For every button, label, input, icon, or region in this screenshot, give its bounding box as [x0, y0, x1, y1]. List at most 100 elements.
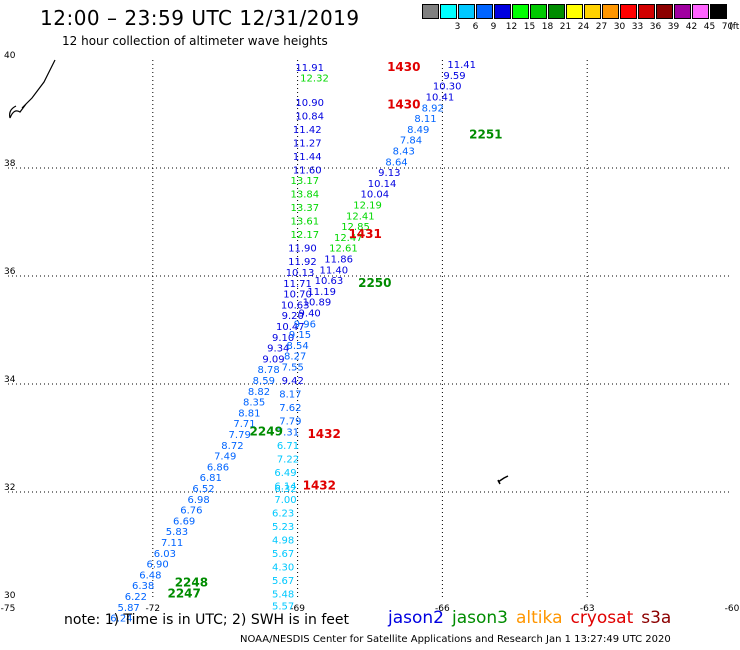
wave-height-value: 9.40: [299, 309, 321, 320]
satellite-name: jason3: [452, 608, 508, 628]
wave-height-value: 13.17: [291, 176, 320, 187]
lon-tick-label: -60: [725, 604, 740, 614]
wave-height-value: 5.83: [166, 527, 188, 538]
wave-height-value: 8.17: [279, 390, 301, 401]
lon-tick-label: -75: [1, 604, 16, 614]
legend-label: 21: [559, 22, 572, 32]
wave-height-value: 10.84: [295, 111, 324, 122]
wave-height-value: 7.49: [214, 452, 236, 463]
legend-swatch: [620, 4, 637, 19]
legend-label: 24: [577, 22, 590, 32]
page-title: 12:00 – 23:59 UTC 12/31/2019: [40, 6, 360, 30]
wave-height-value: 8.78: [258, 365, 280, 376]
legend-swatch: [584, 4, 601, 19]
legend-label: 42: [685, 22, 698, 32]
wave-height-value: 13.37: [291, 203, 320, 214]
lat-tick-label: 32: [4, 483, 15, 493]
pass-time-label: 1430: [387, 60, 420, 74]
wave-height-value: 7.62: [279, 403, 301, 414]
wave-height-value: 13.61: [291, 217, 320, 228]
wave-height-value: 10.63: [281, 300, 310, 311]
coastline: [9, 59, 56, 119]
satellite-name: jason2: [388, 608, 444, 628]
wave-height-value: 8.54: [286, 341, 308, 352]
wave-height-value: 8.59: [253, 376, 275, 387]
legend-swatch: [656, 4, 673, 19]
wave-height-value: 6.24: [110, 614, 132, 625]
units-note: note: 1) Time is in UTC; 2) SWH is in fe…: [64, 612, 350, 628]
wave-height-value: 6.90: [146, 560, 168, 571]
wave-height-value: 11.42: [293, 125, 322, 136]
wave-height-value: 11.71: [283, 279, 312, 290]
lat-tick-label: 38: [4, 159, 16, 169]
wave-height-value: 12.32: [300, 74, 329, 85]
wave-height-value: 9.20: [282, 311, 304, 322]
wave-height-value: 7.71: [233, 419, 255, 430]
wave-height-value: 8.81: [238, 408, 260, 419]
legend-label: 45: [703, 22, 716, 32]
pass-time-label: 2251: [469, 127, 502, 141]
wave-height-value: 8.92: [422, 103, 444, 114]
wave-height-value: 10.47: [276, 322, 305, 333]
legend-swatch: [494, 4, 511, 19]
legend-label: 15: [523, 22, 536, 32]
wave-height-value: 11.19: [307, 287, 336, 298]
wave-height-value: 7.79: [229, 430, 251, 441]
legend-label: 36: [649, 22, 662, 32]
pass-time-label: 2247: [167, 586, 200, 600]
pass-time-label: 1431: [348, 227, 381, 241]
legend-swatch: [638, 4, 655, 19]
legend-label: 12: [505, 22, 518, 32]
wave-height-value: 6.98: [188, 495, 210, 506]
wave-height-value: 11.91: [295, 63, 324, 74]
wave-height-value: 9.96: [294, 319, 316, 330]
wave-height-value: 6.49: [274, 468, 296, 479]
lat-tick-label: 34: [4, 375, 16, 385]
wave-height-value: 9.59: [443, 71, 465, 82]
wave-height-value: 10.14: [368, 179, 397, 190]
wave-height-value: 9.34: [267, 344, 289, 355]
wave-height-value: 11.41: [447, 60, 476, 71]
legend-swatch: [548, 4, 565, 19]
legend-swatch: [566, 4, 583, 19]
lat-tick-label: 40: [4, 51, 16, 61]
wave-height-value: 10.30: [433, 82, 462, 93]
wave-height-value: 10.04: [361, 190, 390, 201]
legend-swatch: [422, 4, 439, 19]
wave-height-value: 8.11: [414, 114, 436, 125]
footer-credit: NOAA/NESDIS Center for Satellite Applica…: [240, 634, 671, 645]
wave-height-value: 5.48: [272, 589, 294, 600]
wave-height-value: 11.60: [293, 165, 322, 176]
wave-height-value: 7.55: [282, 363, 304, 374]
wave-height-value: 10.41: [426, 93, 455, 104]
lat-tick-label: 36: [4, 267, 16, 277]
wave-height-value: 6.52: [192, 484, 214, 495]
page-subtitle: 12 hour collection of altimeter wave hei…: [62, 34, 328, 48]
wave-height-value: 6.71: [277, 441, 299, 452]
legend-label: 9: [490, 22, 497, 32]
pass-time-label: 1432: [303, 478, 336, 492]
wave-height-value: 7.11: [161, 538, 183, 549]
wave-height-value: 6.38: [132, 581, 154, 592]
wave-height-value: 4.30: [272, 562, 294, 573]
wave-height-value: 10.70: [283, 290, 312, 301]
legend-label: 30: [613, 22, 626, 32]
wave-height-value: 13.84: [291, 190, 320, 201]
wave-height-value: 5.87: [118, 603, 140, 614]
wave-height-value: 12.17: [291, 230, 320, 241]
wave-height-value: 6.86: [207, 462, 229, 473]
lon-tick-label: -66: [435, 604, 450, 614]
pass-time-label: 1430: [387, 98, 420, 112]
wave-height-value: 11.44: [293, 152, 322, 163]
legend-swatch: [692, 4, 709, 19]
pass-time-label: 2248: [175, 576, 208, 590]
lat-tick-label: 30: [4, 591, 16, 601]
pass-time-label: 2249: [250, 424, 283, 438]
legend-label: 18: [541, 22, 554, 32]
legend-unit: (ft): [729, 22, 740, 32]
wave-height-value: 11.40: [319, 265, 348, 276]
satellite-name: cryosat: [570, 608, 634, 628]
legend-label: 3: [454, 22, 461, 32]
wave-height-value: 12.41: [346, 211, 375, 222]
